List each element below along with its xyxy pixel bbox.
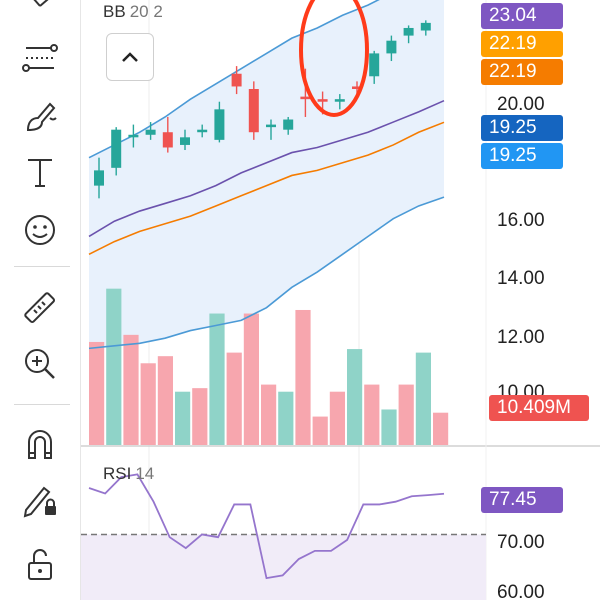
bb-basis-line: [88, 121, 445, 256]
volume-value-badge: 10.409M: [489, 395, 589, 421]
smiley-icon: [25, 215, 55, 245]
rsi-indicator-name: RSI: [103, 464, 132, 483]
chart-area[interactable]: [81, 0, 600, 600]
brush-tool[interactable]: [16, 92, 64, 140]
rsi-axis-label: 60.00: [497, 582, 545, 603]
candle-body: [128, 134, 139, 138]
candle-body: [369, 53, 380, 77]
price-axis-label: 14.00: [497, 268, 545, 289]
lock-drawing-tool[interactable]: [16, 476, 64, 524]
volume-bar: [364, 384, 380, 445]
bb-upper-inner-line: [88, 99, 445, 238]
rsi-axis-label: 70.00: [497, 532, 545, 553]
candle-body: [180, 137, 190, 145]
price-value-badge: 22.19: [481, 59, 563, 85]
drawing-toolbar: [0, 0, 81, 600]
candle-body: [420, 22, 431, 31]
candle-body: [111, 129, 122, 168]
bb-indicator-params: 20 2: [129, 2, 163, 21]
volume-bar: [312, 416, 328, 445]
candle-body: [266, 124, 276, 128]
candle-body: [403, 27, 414, 36]
trend-line-icon: [33, 0, 49, 7]
ruler-tool[interactable]: [16, 284, 64, 332]
text-tool[interactable]: [16, 148, 64, 196]
candle-body: [317, 99, 328, 102]
collapse-legend-button[interactable]: [106, 33, 154, 81]
chevron-up-icon: [122, 52, 138, 62]
bb-lower-line: [88, 196, 445, 350]
emoji-tool[interactable]: [16, 206, 64, 254]
volume-bar: [243, 313, 259, 445]
volume-bar: [89, 341, 105, 445]
unlock-icon: [28, 549, 52, 580]
volume-bar: [140, 363, 156, 445]
bb-indicator-name: BB: [103, 2, 126, 21]
annotation-circle: [299, 0, 369, 117]
toolbar-divider: [14, 266, 70, 267]
bb-upper-line: [88, 0, 380, 159]
fibonacci-retracement-icon: [22, 44, 58, 72]
trend-line-tool[interactable]: [16, 0, 64, 28]
ruler-icon: [24, 292, 56, 324]
price-axis-label: 16.00: [497, 210, 545, 231]
rsi-line: [88, 473, 445, 580]
bb-legend[interactable]: BB 20 2: [103, 2, 163, 22]
price-axis-label: 12.00: [497, 327, 545, 348]
bb-basis-value-badge: 22.19: [481, 31, 563, 57]
toolbar-divider: [14, 404, 70, 405]
volume-bar: [295, 309, 311, 445]
volume-bar: [261, 384, 277, 445]
candle-body: [300, 96, 311, 100]
candle-body: [94, 170, 104, 186]
volume-bar: [398, 384, 414, 445]
volume-bar: [381, 409, 397, 445]
rsi-band-fill: [81, 534, 486, 600]
unlock-tool[interactable]: [16, 540, 64, 588]
volume-bar: [157, 356, 173, 445]
magnet-tool[interactable]: [16, 420, 64, 468]
chart-canvas[interactable]: [81, 0, 600, 600]
bb-lower-outer-value-badge: 19.25: [481, 143, 563, 169]
candle-body: [162, 132, 173, 148]
bb-upper-value-badge: 23.04: [481, 3, 563, 29]
zoom-tool[interactable]: [16, 340, 64, 388]
candle-body: [386, 40, 397, 54]
volume-bar: [175, 391, 191, 445]
volume-bar: [415, 352, 431, 445]
volume-bar: [347, 349, 363, 445]
text-icon: [28, 159, 52, 187]
volume-bar: [226, 352, 242, 445]
rsi-indicator-params: 14: [135, 464, 155, 483]
candle-body: [248, 89, 259, 133]
bb-lower-value-badge: 19.25: [481, 115, 563, 141]
rsi-legend[interactable]: RSI 14: [103, 464, 154, 484]
brush-icon: [26, 102, 57, 132]
candle-body: [334, 99, 345, 102]
volume-bar: [123, 334, 139, 445]
pencil-lock-icon: [23, 486, 56, 518]
magnet-icon: [28, 430, 52, 459]
price-axis-label: 20.00: [497, 94, 545, 115]
fib-tool[interactable]: [16, 34, 64, 82]
volume-bar: [329, 391, 345, 445]
candle-body: [283, 119, 294, 130]
candle-body: [145, 129, 156, 135]
volume-bar: [106, 288, 122, 445]
volume-bar: [278, 391, 294, 445]
volume-bar: [192, 388, 208, 445]
candle-body: [214, 109, 225, 140]
candle-body: [197, 129, 208, 133]
volume-bar: [433, 412, 449, 445]
rsi-value-badge: 77.45: [481, 487, 563, 513]
candle-body: [231, 73, 242, 87]
candle-body: [352, 86, 362, 89]
zoom-in-icon: [25, 349, 55, 379]
volume-bar: [209, 313, 225, 445]
